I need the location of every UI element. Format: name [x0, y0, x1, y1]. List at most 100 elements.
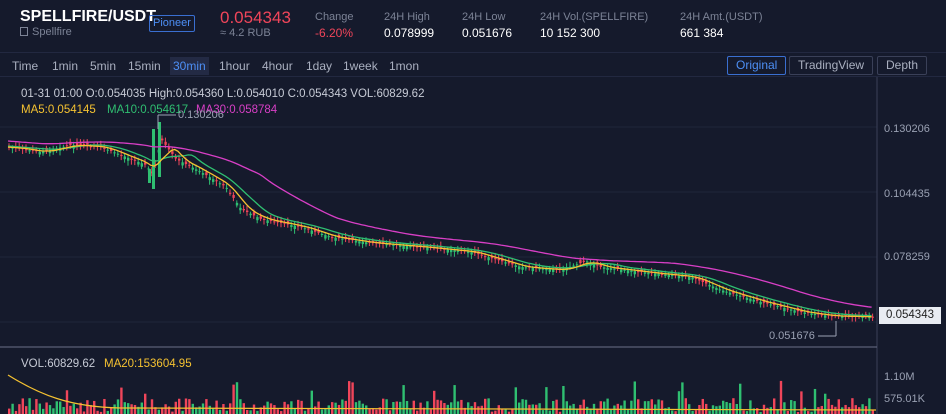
candle-body [266, 220, 269, 224]
volume-bar [453, 385, 456, 414]
volume-bar [113, 404, 116, 414]
volume-bar [157, 409, 160, 414]
tab-15min[interactable]: 15min [128, 59, 161, 73]
volume-bar [837, 399, 840, 414]
candle-body [705, 280, 708, 284]
candle-body [188, 164, 191, 166]
candle-body [490, 255, 494, 259]
volume-bar [93, 400, 96, 414]
candle-body [694, 276, 698, 280]
volume-bar [62, 406, 65, 414]
tab-5min[interactable]: 5min [90, 59, 117, 73]
volume-bar [290, 401, 293, 414]
candle-body [195, 169, 198, 171]
candle-body [62, 146, 65, 148]
candle-body [28, 150, 31, 152]
volume-bar [450, 402, 453, 414]
candle-body [263, 218, 266, 220]
candle-body [229, 192, 232, 194]
candle-body [606, 267, 609, 270]
volume-bar [623, 400, 626, 414]
candle-body [868, 316, 871, 319]
candle-body [756, 299, 759, 301]
volume-bar [603, 401, 606, 414]
candle-body [708, 284, 711, 287]
tab-time[interactable]: Time [12, 59, 39, 73]
volume-bar [89, 405, 92, 414]
volume-bar [215, 400, 218, 414]
candle-body [76, 142, 79, 146]
tab-1min[interactable]: 1min [52, 59, 79, 73]
view-original-button[interactable]: Original [727, 56, 787, 75]
volume-bar [773, 398, 776, 414]
candle-body [116, 153, 120, 155]
volume-bar [348, 381, 351, 414]
volume-bar [439, 400, 443, 414]
volume-bar [133, 404, 137, 414]
volume-bar [868, 398, 871, 414]
volume-legend: VOL:60829.62 [21, 358, 96, 370]
candle-body [25, 149, 28, 151]
volume-bar [388, 410, 392, 414]
pioneer-badge[interactable]: Pioneer [149, 15, 195, 32]
view-tradingview-button[interactable]: TradingView [789, 56, 874, 75]
view-depth-button[interactable]: Depth [877, 56, 928, 75]
candle-body [681, 276, 684, 278]
volume-bar [847, 407, 851, 414]
candle-body [813, 313, 817, 316]
candle-body [456, 250, 460, 252]
high-annotation: 0.130206 [178, 109, 224, 121]
volume-bar [324, 408, 327, 414]
candle-body [331, 237, 334, 239]
volume-bar [433, 390, 436, 414]
volume-bar [766, 407, 769, 414]
tab-1week[interactable]: 1week [343, 59, 378, 73]
candle-body [514, 265, 517, 267]
volume-bar [300, 400, 303, 414]
volume-bar [144, 393, 147, 414]
candle-body [582, 260, 585, 262]
volume-bar [235, 382, 239, 414]
volume-bar [708, 410, 711, 414]
tab-1hour[interactable]: 1hour [219, 59, 250, 73]
volume-bar [21, 398, 24, 414]
volume-bar [35, 399, 38, 414]
candle-body [297, 225, 300, 227]
candle-body [677, 275, 681, 279]
volume-bar [626, 409, 630, 414]
candle-body [725, 291, 728, 293]
volume-bar [310, 390, 313, 414]
candle-body [599, 264, 602, 267]
volume-bar [167, 406, 171, 414]
candle-body [803, 312, 806, 314]
candle-body [626, 270, 630, 274]
tab-4hour[interactable]: 4hour [262, 59, 293, 73]
volume-bar [79, 402, 82, 414]
volume-bar [657, 399, 660, 414]
candle-body [164, 141, 167, 145]
candle-body [548, 269, 551, 272]
volume-bar [460, 399, 463, 414]
kline-chart[interactable]: 01-31 01:00 O:0.054035 High:0.054360 L:0… [0, 76, 946, 414]
volume-bar [575, 408, 579, 414]
volume-bar [858, 407, 861, 414]
candle-body [830, 315, 834, 317]
tab-30min[interactable]: 30min [170, 57, 209, 75]
candle-body [450, 250, 453, 253]
tab-1day[interactable]: 1day [306, 59, 333, 73]
volume-bar [507, 411, 511, 414]
candle-body [779, 304, 783, 307]
volume-bar [178, 398, 181, 414]
candle-body [643, 272, 647, 274]
candle-body [382, 241, 385, 244]
volume-bar [116, 399, 120, 414]
volume-bar [725, 401, 728, 414]
candle-body [691, 277, 694, 280]
candle-body [728, 292, 732, 295]
volume-bar [793, 401, 796, 414]
candle-body [409, 246, 412, 248]
candle-body [161, 138, 164, 141]
tab-1mon[interactable]: 1mon [389, 59, 420, 73]
candle-body [752, 299, 755, 302]
candle-body [732, 291, 735, 294]
